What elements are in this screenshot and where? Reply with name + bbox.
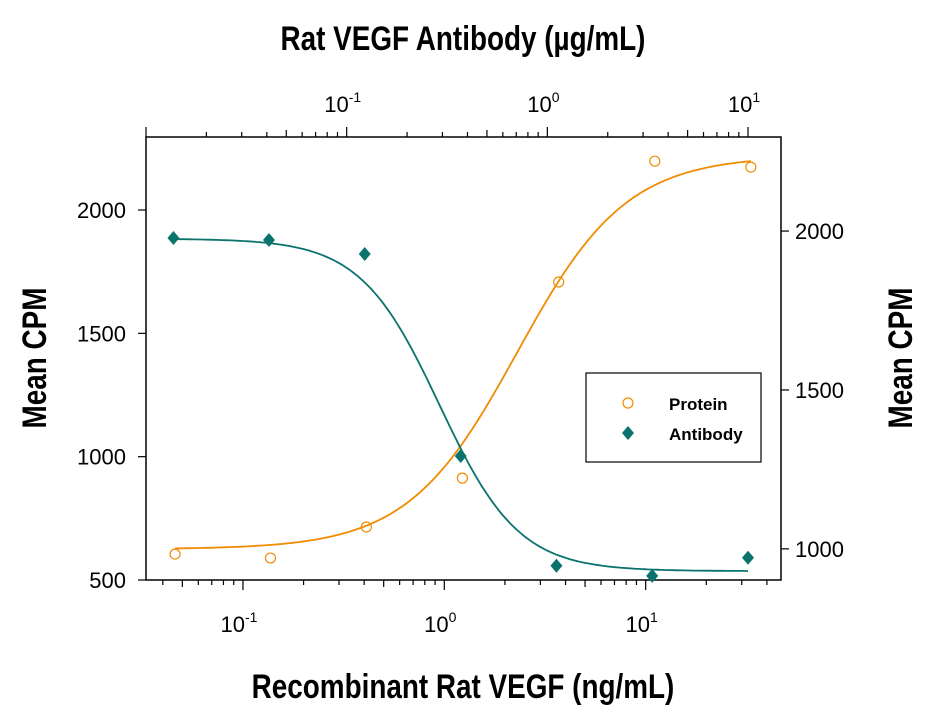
plot-frame (145, 136, 782, 581)
x-tick-label: 100 (424, 609, 456, 637)
x-axis-title: Recombinant Rat VEGF (ng/mL) (252, 667, 675, 705)
protein-point (169, 548, 181, 560)
y-tick-label: 1000 (77, 445, 126, 470)
x-top-tick-label: 10-1 (324, 89, 361, 117)
legend-antibody-marker (622, 426, 634, 440)
protein-point (649, 155, 661, 167)
y2-tick-label: 1000 (795, 537, 844, 562)
antibody-point (742, 550, 755, 565)
antibody-point (454, 449, 467, 464)
y-axis-title: Mean CPM (15, 288, 53, 429)
legend-antibody-label: Antibody (669, 425, 743, 444)
antibody-point (358, 246, 371, 261)
protein-point (745, 161, 757, 173)
antibody-point (550, 558, 563, 573)
protein-fit-curve (175, 160, 751, 550)
y-tick-label: 2000 (77, 198, 126, 223)
antibody-point (167, 231, 180, 246)
protein-point (553, 276, 565, 288)
legend-box (585, 372, 762, 463)
legend-protein-marker (622, 397, 634, 409)
y2-tick-label: 2000 (795, 219, 844, 244)
y-tick-label: 1500 (77, 321, 126, 346)
protein-point (456, 472, 469, 484)
antibody-point (646, 568, 659, 583)
x-tick-label: 10-1 (220, 609, 257, 637)
protein-point (360, 521, 372, 533)
x-top-tick-label: 101 (728, 89, 760, 117)
protein-point (264, 552, 277, 564)
y-tick-label: 500 (89, 568, 126, 593)
antibody-point (262, 232, 275, 247)
legend: Protein Antibody (585, 372, 762, 463)
top-axis-title: Rat VEGF Antibody (µg/mL) (281, 19, 646, 57)
legend-protein-label: Protein (669, 395, 728, 414)
x-top-tick-label: 100 (527, 89, 559, 117)
y2-axis-title: Mean CPM (881, 288, 919, 429)
y2-tick-label: 1500 (795, 378, 844, 403)
x-tick-label: 101 (626, 609, 658, 637)
